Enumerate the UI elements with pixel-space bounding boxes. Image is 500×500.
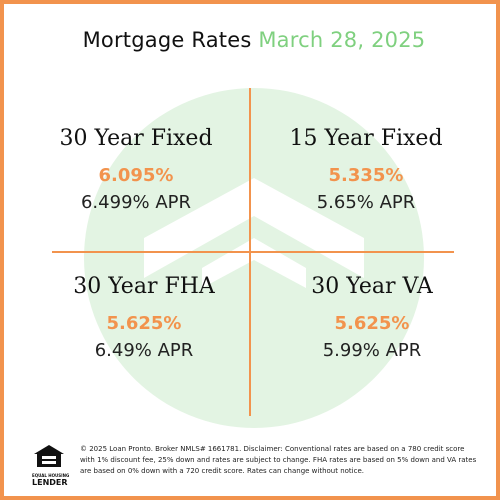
interest-rate: 5.335% [328, 165, 404, 186]
loan-type: 15 Year Fixed [289, 126, 443, 151]
rate-card-30-year-va: 30 Year VA 5.625% 5.99% APR [272, 274, 472, 361]
lender-text: LENDER [32, 478, 68, 487]
equal-housing-lender-icon [34, 445, 64, 467]
house-circle-logo-icon [84, 88, 424, 428]
horizontal-divider [52, 251, 454, 253]
rate-card-30-year-fha: 30 Year FHA 5.625% 6.49% APR [44, 274, 244, 361]
title-date: March 28, 2025 [258, 28, 426, 52]
loan-type: 30 Year VA [311, 274, 433, 299]
interest-rate: 5.625% [334, 313, 410, 334]
disclaimer: © 2025 Loan Pronto. Broker NMLS# 1661781… [80, 445, 477, 475]
rate-card-15-year-fixed: 15 Year Fixed 5.335% 5.65% APR [266, 126, 466, 213]
equal-housing-lender-logo: EQUAL HOUSING LENDER [32, 444, 70, 487]
loan-type: 30 Year Fixed [59, 126, 213, 151]
interest-rate: 6.095% [98, 165, 174, 186]
apr: 6.499% APR [80, 192, 192, 213]
page-title: Mortgage Rates March 28, 2025 [4, 28, 496, 52]
equal-housing-text: EQUAL HOUSING [32, 473, 70, 478]
interest-rate: 5.625% [106, 313, 182, 334]
loan-type: 30 Year FHA [73, 274, 215, 299]
apr: 5.65% APR [316, 192, 416, 213]
apr: 6.49% APR [94, 340, 194, 361]
title-text: Mortgage Rates [82, 28, 252, 52]
apr: 5.99% APR [322, 340, 422, 361]
rate-card-30-year-fixed: 30 Year Fixed 6.095% 6.499% APR [36, 126, 236, 213]
